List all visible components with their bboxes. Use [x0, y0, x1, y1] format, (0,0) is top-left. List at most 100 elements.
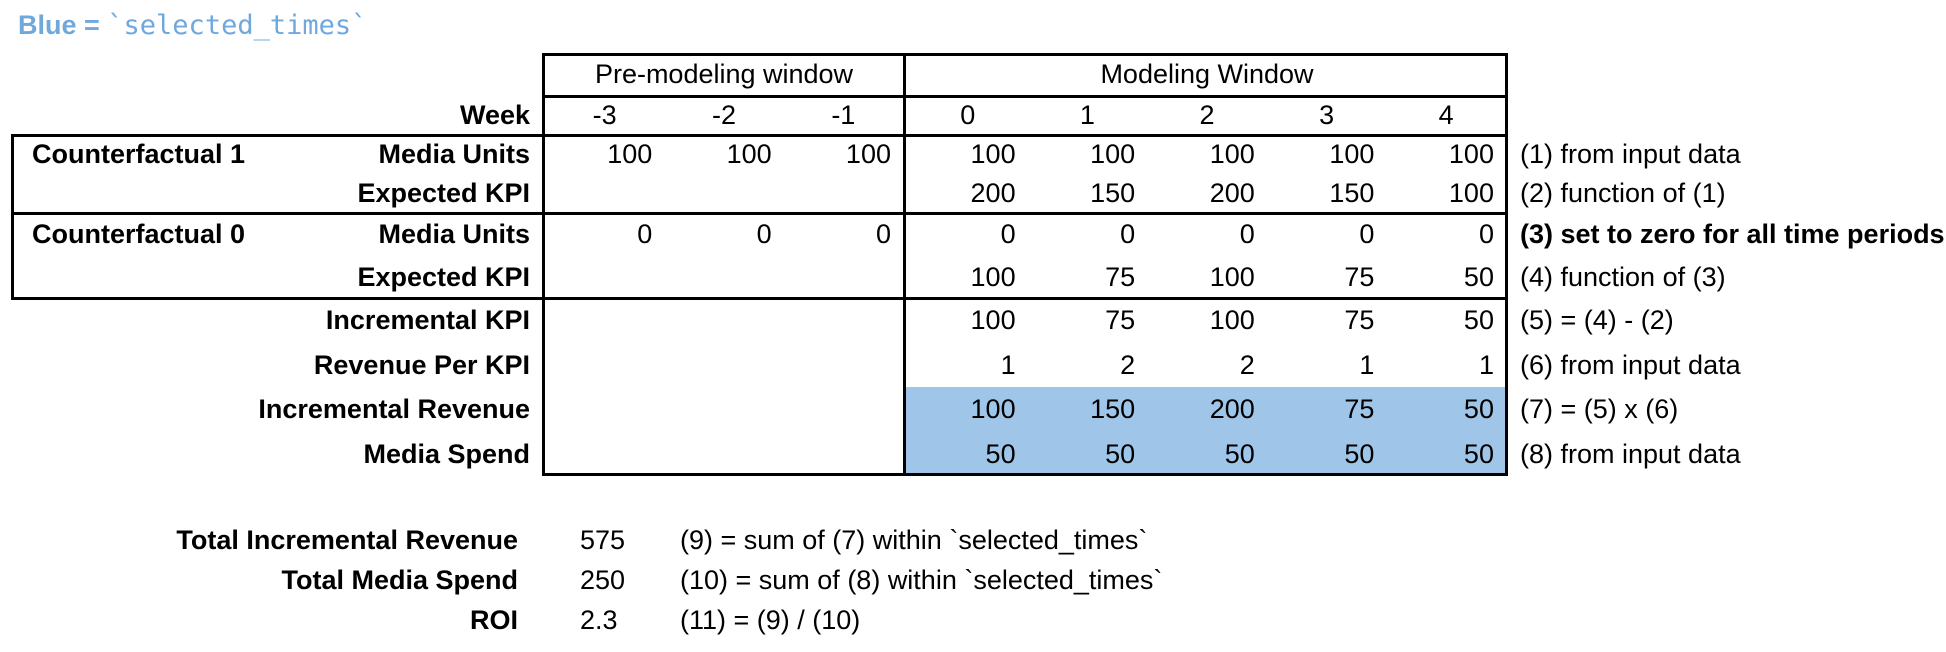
- table-cell: [545, 174, 664, 213]
- counterfactual-divider-line: [11, 212, 1508, 215]
- table-cell: 100: [970, 305, 1016, 335]
- table-cell: 1: [1000, 349, 1016, 380]
- legend-prefix: Blue =: [18, 10, 108, 40]
- week-number: 1: [1079, 100, 1095, 130]
- selected-times-highlight: [906, 387, 1506, 474]
- table-cell: 200: [1209, 178, 1255, 208]
- row-annotation: (6) from input data: [1520, 349, 1741, 380]
- roi-value: 2.3: [580, 605, 618, 635]
- table-cell: 2: [1120, 349, 1136, 380]
- row-annotation: (4) function of (3): [1520, 261, 1726, 292]
- table-cell: 0: [1000, 219, 1016, 249]
- table-cell: [545, 256, 664, 299]
- modeling-values: 1 2 2 1 1: [908, 343, 1506, 388]
- table-cell: [784, 256, 903, 299]
- modeling-values: 200 150 200 150 100: [908, 174, 1506, 213]
- table-cell: [664, 256, 783, 299]
- week-number: 0: [960, 100, 976, 130]
- row-label: Expected KPI: [357, 178, 530, 208]
- modeling-values: 100 100 100 100 100: [908, 135, 1506, 174]
- table-cell: 100: [970, 394, 1016, 424]
- week-number: 3: [1319, 100, 1335, 130]
- table-cell: 0: [1478, 219, 1494, 249]
- table-cell: 50: [1105, 438, 1136, 469]
- table-cell: [784, 387, 903, 432]
- table-cell: 1: [1478, 349, 1494, 380]
- table-cell: 50: [1463, 261, 1494, 292]
- pre-modeling-values: [545, 343, 903, 388]
- table-cell: 200: [970, 178, 1016, 208]
- table-cell: 75: [1105, 305, 1136, 335]
- pre-modeling-week-numbers: -3 -2 -1: [545, 96, 903, 135]
- row-label: Media Units: [378, 139, 530, 169]
- table-cell: 100: [1209, 261, 1255, 292]
- table-cell: [784, 343, 903, 388]
- table-cell: 50: [1224, 438, 1255, 469]
- group-label: Counterfactual 0: [32, 219, 246, 249]
- table-cell: 100: [607, 139, 653, 169]
- table-cell: 75: [1344, 305, 1375, 335]
- roi-formula: (11) = (9) / (10): [680, 605, 861, 635]
- week-number: 2: [1199, 100, 1215, 130]
- table-cell: 0: [1359, 219, 1375, 249]
- table-cell: [664, 387, 783, 432]
- table-cell: 100: [970, 139, 1016, 169]
- legend-blue-note: Blue = `selected_times`: [18, 10, 367, 41]
- group-label: Counterfactual 1: [32, 139, 246, 169]
- table-cell: [545, 298, 664, 343]
- modeling-window-header: Modeling Window: [1100, 59, 1314, 89]
- table-cell: 200: [1209, 394, 1255, 424]
- table-cell: 50: [1344, 438, 1375, 469]
- table-cell: 0: [1120, 219, 1136, 249]
- pre-modeling-values: [545, 256, 903, 299]
- table-cell: [784, 432, 903, 477]
- row-annotation: (8) from input data: [1520, 438, 1741, 469]
- row-label: Incremental Revenue: [258, 394, 530, 424]
- pre-modeling-values: [545, 298, 903, 343]
- table-cell: 100: [1448, 139, 1494, 169]
- window-divider-line: [903, 53, 906, 476]
- table-cell: 2: [1239, 349, 1255, 380]
- table-cell: 75: [1344, 261, 1375, 292]
- table-cell: 75: [1105, 261, 1136, 292]
- table-cell: 150: [1090, 394, 1136, 424]
- table-cell: [664, 343, 783, 388]
- counterfactual-bottom-line: [11, 297, 1508, 300]
- table-cell: [664, 174, 783, 213]
- table-cell: 100: [1448, 178, 1494, 208]
- modeling-values: 100 75 100 75 50: [908, 298, 1506, 343]
- legend-code: `selected_times`: [107, 10, 368, 41]
- total-media-spend-formula: (10) = sum of (8) within `selected_times…: [680, 565, 1163, 595]
- table-outer-border: [542, 53, 1508, 476]
- table-cell: 0: [1239, 219, 1255, 249]
- row-annotation: (3) set to zero for all time periods: [1520, 219, 1945, 249]
- pre-modeling-values: [545, 432, 903, 477]
- table-cell: [664, 298, 783, 343]
- table-cell: 50: [985, 438, 1016, 469]
- total-media-spend-label: Total Media Spend: [281, 565, 518, 595]
- header-divider-line: [542, 95, 1508, 98]
- table-cell: 150: [1329, 178, 1375, 208]
- week-number: 4: [1438, 100, 1454, 130]
- modeling-values: 50 50 50 50 50: [908, 432, 1506, 477]
- table-cell: 150: [1090, 178, 1136, 208]
- week-row-divider-line: [11, 134, 1508, 137]
- row-annotation: (7) = (5) x (6): [1520, 394, 1679, 424]
- modeling-values: 0 0 0 0 0: [908, 213, 1506, 256]
- pre-modeling-values: 100 100 100: [545, 135, 903, 174]
- week-number: -1: [831, 100, 856, 130]
- table-cell: 1: [1359, 349, 1375, 380]
- table-cell: [664, 432, 783, 477]
- table-cell: 0: [637, 219, 653, 249]
- table-cell: 100: [1209, 139, 1255, 169]
- table-cell: 100: [1090, 139, 1136, 169]
- table-cell: 100: [726, 139, 772, 169]
- table-cell: 75: [1344, 394, 1375, 424]
- table-cell: 100: [1209, 305, 1255, 335]
- row-annotation: (1) from input data: [1520, 139, 1741, 169]
- week-number: -2: [711, 100, 736, 130]
- row-label: Incremental KPI: [325, 305, 530, 335]
- counterfactual-box-left-line: [11, 134, 14, 300]
- week-row-label: Week: [459, 100, 530, 130]
